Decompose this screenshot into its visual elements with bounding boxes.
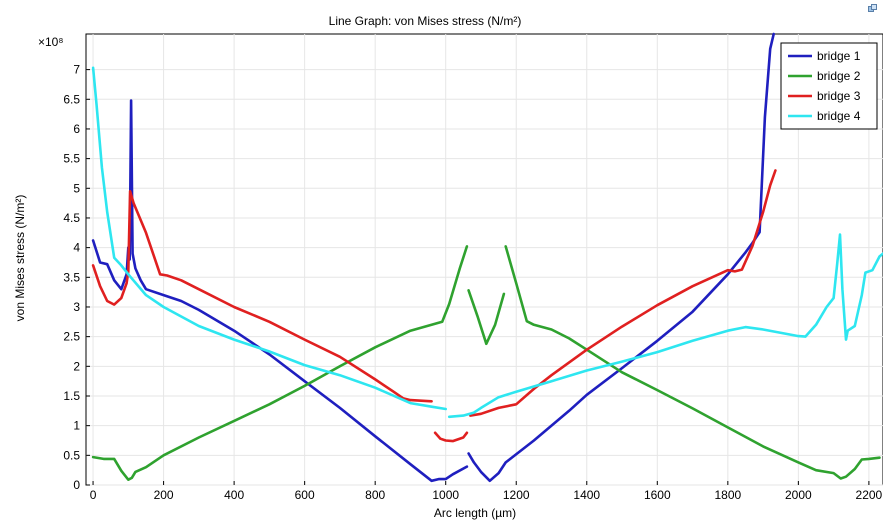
legend-label: bridge 2 — [817, 69, 861, 83]
y-tick-label: 3 — [73, 300, 80, 314]
x-tick-label: 400 — [224, 488, 244, 502]
series-line — [467, 32, 776, 483]
y-tick-label: 7 — [73, 63, 80, 77]
x-tick-label: 2000 — [785, 488, 812, 502]
series-line — [433, 431, 469, 443]
chart-title: Line Graph: von Mises stress (N/m²) — [329, 14, 522, 28]
series-line — [469, 169, 777, 417]
series-line — [467, 289, 506, 346]
legend-label: bridge 1 — [817, 49, 861, 63]
x-tick-label: 800 — [365, 488, 385, 502]
y-tick-label: 0 — [73, 478, 80, 492]
series-line — [91, 99, 469, 483]
y-tick-label: 4.5 — [63, 211, 80, 225]
window-restore-icon[interactable] — [868, 4, 877, 12]
x-tick-label: 1000 — [432, 488, 459, 502]
series-line — [91, 66, 448, 411]
data-series — [91, 32, 883, 483]
legend: bridge 1 bridge 2 bridge 3 bridge 4 — [780, 42, 878, 130]
y-tick-label: 6 — [73, 122, 80, 136]
legend-label: bridge 4 — [817, 109, 861, 123]
x-tick-label: 600 — [295, 488, 315, 502]
x-tick-label: 1800 — [714, 488, 741, 502]
plot-area — [85, 32, 883, 486]
y-tick-label: 1 — [73, 419, 80, 433]
x-tick-label: 1400 — [573, 488, 600, 502]
series-bridge-3 — [91, 169, 777, 443]
legend-label: bridge 3 — [817, 89, 861, 103]
y-tick-label: 2.5 — [63, 330, 80, 344]
series-bridge-4 — [91, 66, 883, 419]
x-axis-label: Arc length (µm) — [434, 506, 516, 520]
y-axis-label: von Mises stress (N/m²) — [13, 195, 27, 322]
plot-frame — [85, 33, 883, 486]
y-tick-label: 0.5 — [63, 448, 80, 462]
y-tick-label: 5 — [73, 181, 80, 195]
x-tick-label: 2200 — [856, 488, 883, 502]
y-tick-label: 5.5 — [63, 152, 80, 166]
x-tick-label: 1200 — [503, 488, 530, 502]
y-multiplier: ×10⁸ — [38, 35, 63, 49]
y-tick-label: 6.5 — [63, 92, 80, 106]
legend-box — [780, 42, 878, 130]
series-line — [91, 190, 433, 403]
y-tick-label: 4 — [73, 241, 80, 255]
x-tick-label: 200 — [154, 488, 174, 502]
series-bridge-1 — [91, 32, 776, 483]
axis-ticks: 0 200 400 600 800 1000 1200 1400 1600 1800 2000 220… — [63, 63, 882, 502]
y-tick-label: 1.5 — [63, 389, 80, 403]
y-tick-label: 2 — [73, 359, 80, 373]
series-line — [91, 245, 469, 482]
y-tick-label: 3.5 — [63, 270, 80, 284]
x-tick-label: 1600 — [644, 488, 671, 502]
series-line — [504, 245, 881, 480]
x-tick-label: 0 — [90, 488, 97, 502]
series-line — [447, 233, 883, 419]
series-bridge-2 — [91, 245, 881, 482]
